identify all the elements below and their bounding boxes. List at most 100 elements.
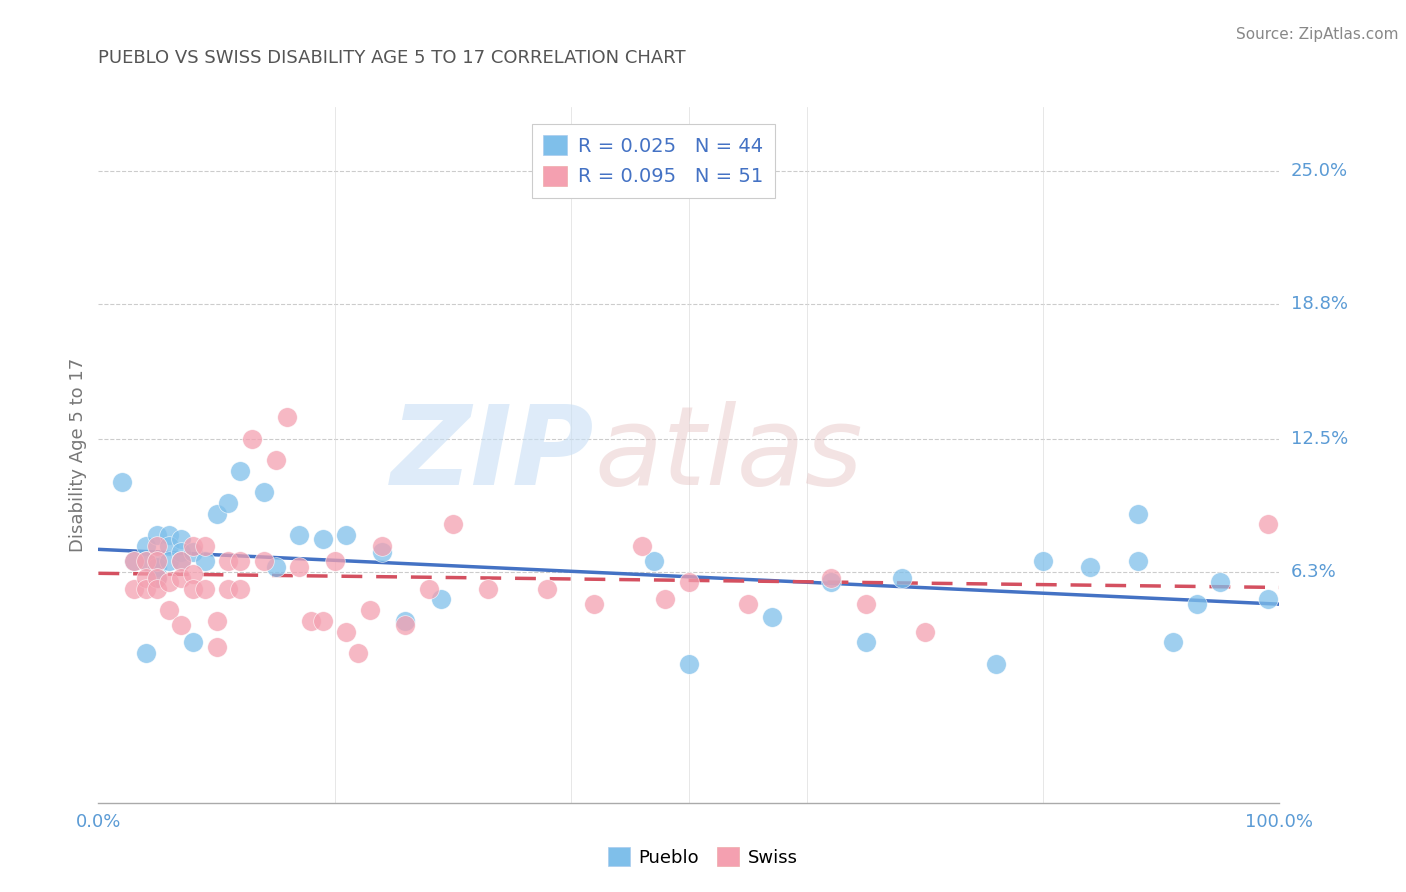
Point bbox=[181, 566, 204, 581]
Text: 12.5%: 12.5% bbox=[1291, 430, 1348, 448]
Point bbox=[583, 597, 606, 611]
Point bbox=[820, 575, 842, 590]
Point bbox=[1126, 554, 1149, 568]
Point bbox=[157, 528, 180, 542]
Point bbox=[276, 410, 298, 425]
Point bbox=[122, 554, 145, 568]
Point bbox=[170, 545, 193, 559]
Point bbox=[914, 624, 936, 639]
Point bbox=[146, 560, 169, 574]
Point bbox=[146, 554, 169, 568]
Point bbox=[157, 575, 180, 590]
Point bbox=[430, 592, 453, 607]
Point bbox=[335, 624, 357, 639]
Point bbox=[157, 554, 180, 568]
Point bbox=[1185, 597, 1208, 611]
Point bbox=[229, 464, 252, 478]
Text: atlas: atlas bbox=[595, 401, 863, 508]
Point bbox=[477, 582, 499, 596]
Point bbox=[181, 582, 204, 596]
Point bbox=[323, 554, 346, 568]
Point bbox=[194, 554, 217, 568]
Point bbox=[1257, 517, 1279, 532]
Point bbox=[146, 528, 169, 542]
Point bbox=[111, 475, 134, 489]
Text: 6.3%: 6.3% bbox=[1291, 563, 1336, 581]
Point bbox=[135, 554, 157, 568]
Point bbox=[146, 571, 169, 585]
Point bbox=[181, 545, 204, 559]
Point bbox=[264, 453, 287, 467]
Point bbox=[347, 646, 370, 660]
Point bbox=[984, 657, 1007, 671]
Point bbox=[335, 528, 357, 542]
Point bbox=[170, 533, 193, 547]
Point bbox=[205, 507, 228, 521]
Point bbox=[288, 528, 311, 542]
Point bbox=[146, 582, 169, 596]
Point bbox=[194, 539, 217, 553]
Text: ZIP: ZIP bbox=[391, 401, 595, 508]
Point bbox=[253, 485, 276, 500]
Point bbox=[359, 603, 381, 617]
Point bbox=[135, 554, 157, 568]
Point bbox=[1257, 592, 1279, 607]
Point bbox=[264, 560, 287, 574]
Legend: R = 0.025   N = 44, R = 0.095   N = 51: R = 0.025 N = 44, R = 0.095 N = 51 bbox=[531, 124, 775, 198]
Point bbox=[394, 618, 416, 632]
Text: 25.0%: 25.0% bbox=[1291, 162, 1348, 180]
Point bbox=[1209, 575, 1232, 590]
Point bbox=[146, 539, 169, 553]
Text: Source: ZipAtlas.com: Source: ZipAtlas.com bbox=[1236, 27, 1399, 42]
Point bbox=[170, 554, 193, 568]
Point bbox=[441, 517, 464, 532]
Point bbox=[1032, 554, 1054, 568]
Point bbox=[630, 539, 652, 553]
Point bbox=[122, 554, 145, 568]
Point bbox=[418, 582, 440, 596]
Y-axis label: Disability Age 5 to 17: Disability Age 5 to 17 bbox=[69, 358, 87, 552]
Point bbox=[312, 533, 335, 547]
Point bbox=[229, 554, 252, 568]
Point bbox=[181, 539, 204, 553]
Legend: Pueblo, Swiss: Pueblo, Swiss bbox=[600, 840, 806, 874]
Point bbox=[288, 560, 311, 574]
Point bbox=[170, 554, 193, 568]
Point bbox=[536, 582, 558, 596]
Point bbox=[157, 603, 180, 617]
Point bbox=[229, 582, 252, 596]
Text: 18.8%: 18.8% bbox=[1291, 295, 1347, 313]
Point bbox=[1126, 507, 1149, 521]
Point bbox=[146, 554, 169, 568]
Point bbox=[135, 582, 157, 596]
Point bbox=[217, 554, 239, 568]
Point bbox=[299, 614, 322, 628]
Point bbox=[217, 582, 239, 596]
Point bbox=[1161, 635, 1184, 649]
Text: PUEBLO VS SWISS DISABILITY AGE 5 TO 17 CORRELATION CHART: PUEBLO VS SWISS DISABILITY AGE 5 TO 17 C… bbox=[98, 49, 686, 67]
Point bbox=[371, 545, 394, 559]
Point bbox=[855, 597, 877, 611]
Point bbox=[135, 539, 157, 553]
Point bbox=[394, 614, 416, 628]
Point bbox=[312, 614, 335, 628]
Point bbox=[135, 646, 157, 660]
Point bbox=[240, 432, 263, 446]
Point bbox=[371, 539, 394, 553]
Point bbox=[122, 582, 145, 596]
Point bbox=[855, 635, 877, 649]
Point bbox=[820, 571, 842, 585]
Point bbox=[643, 554, 665, 568]
Point bbox=[205, 640, 228, 654]
Point bbox=[678, 657, 700, 671]
Point bbox=[761, 609, 783, 624]
Point bbox=[170, 571, 193, 585]
Point bbox=[146, 571, 169, 585]
Point bbox=[654, 592, 676, 607]
Point bbox=[194, 582, 217, 596]
Point bbox=[678, 575, 700, 590]
Point bbox=[157, 539, 180, 553]
Point bbox=[253, 554, 276, 568]
Point bbox=[737, 597, 759, 611]
Point bbox=[1080, 560, 1102, 574]
